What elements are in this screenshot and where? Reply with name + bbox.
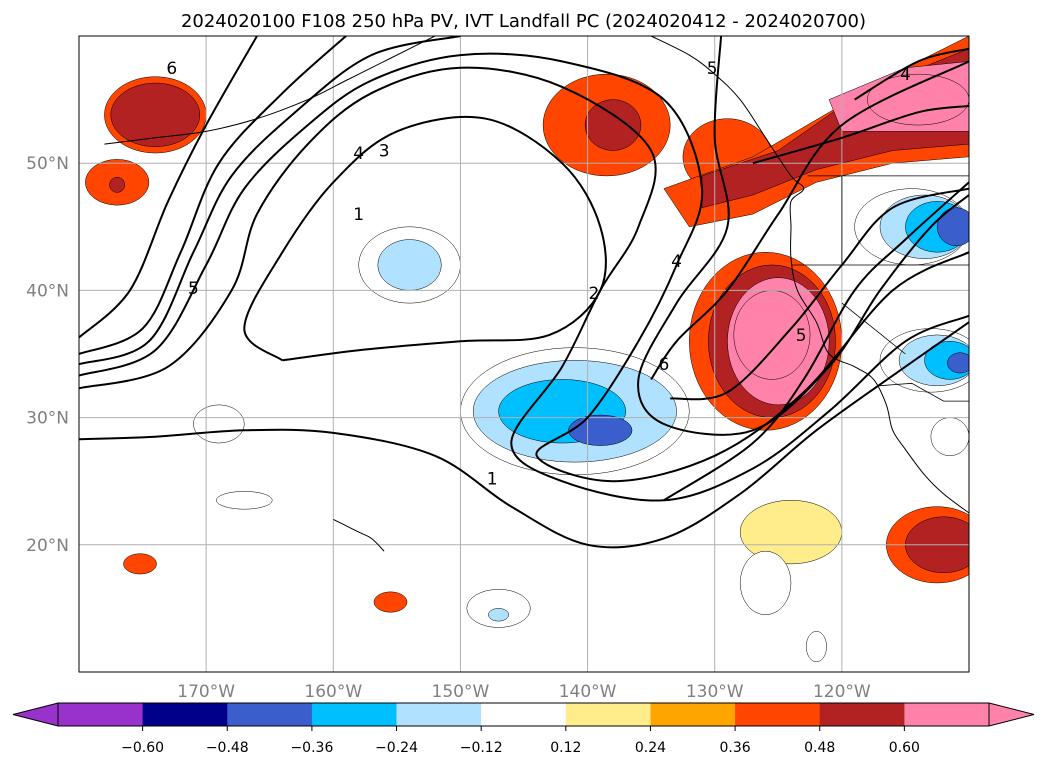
contour-label: 4	[353, 144, 364, 164]
pc-fill-region	[568, 414, 633, 446]
pv-contour-line	[637, 36, 969, 436]
colorbar-tick-label: 0.24	[635, 740, 666, 756]
colorbar-swatch	[650, 703, 736, 726]
pc-fill-region	[488, 608, 509, 622]
pv-contour-line	[752, 105, 969, 165]
pc-fill-region	[584, 99, 642, 151]
lat-tick-label: 30°N	[26, 409, 69, 429]
pv-contours	[79, 36, 969, 549]
colorbar-tick-label: 0.12	[550, 740, 581, 756]
lon-tick-label: 130°W	[686, 682, 744, 702]
contour-label: 1	[353, 205, 364, 225]
contour-label: 6	[658, 355, 669, 375]
pv-contour-line	[243, 115, 607, 362]
pc-fill-region	[110, 82, 201, 147]
pc-fill-region	[373, 591, 408, 613]
contour-label: 4	[671, 252, 682, 272]
state-line-3	[841, 302, 906, 355]
pv-contour-line	[854, 47, 969, 101]
pc-fill-region	[739, 550, 792, 616]
pv-contour-line	[79, 36, 258, 339]
map-frame	[78, 35, 970, 673]
colorbar-swatch	[58, 703, 144, 726]
pv-contour-line	[650, 60, 969, 380]
lat-tick-label: 20°N	[26, 536, 69, 556]
colorbar-tick-label: 0.48	[804, 740, 835, 756]
axis-tick-labels: 170°W 160°W 150°W 140°W 130°W 120°W 20°N 30°N 40…	[26, 154, 871, 702]
pv-contour-line	[79, 36, 347, 355]
north-america-coast	[650, 36, 969, 514]
pv-contour-line	[79, 66, 969, 502]
contour-label: 5	[796, 326, 807, 346]
pv-contour-line	[663, 181, 969, 502]
colorbar: −0.60 −0.48 −0.36 −0.24 −0.12 0.12 0.24 0.36 0.4…	[12, 702, 1035, 756]
lat-tick-label: 40°N	[26, 281, 69, 301]
contour-label: 6	[166, 59, 177, 79]
colorbar-swatch	[735, 703, 821, 726]
colorbar-swatch	[311, 703, 398, 726]
hawaii	[333, 518, 385, 552]
pc-fill-region	[109, 176, 126, 193]
pv-contour-line	[79, 36, 461, 366]
colorbar-swatch	[481, 703, 567, 726]
lon-tick-label: 160°W	[304, 682, 362, 702]
colorbar-swatch	[396, 703, 482, 726]
lon-tick-label: 120°W	[813, 682, 871, 702]
pc-fill-region	[123, 553, 157, 575]
pv-contour-line	[670, 187, 969, 401]
colorbar-tick-label: −0.12	[460, 740, 503, 756]
chart-title: 2024020100 F108 250 hPa PV, IVT Landfall…	[181, 11, 866, 32]
pc-fill-region	[930, 417, 969, 457]
contour-label: 2	[589, 284, 600, 304]
contour-label: 1	[487, 470, 498, 490]
contour-label: 5	[188, 279, 199, 299]
lon-tick-label: 150°W	[432, 682, 490, 702]
pc-fill-region	[216, 491, 273, 510]
pc-fill-region	[377, 239, 442, 291]
aleutian-islands	[104, 36, 436, 145]
pc-fill-region	[936, 207, 969, 247]
colorbar-swatch	[227, 703, 313, 726]
contour-label: 4	[900, 65, 911, 85]
colorbar-tick-label: 0.60	[889, 740, 920, 756]
colorbar-swatch	[904, 703, 990, 726]
colorbar-swatch	[142, 703, 228, 726]
colorbar-tick-label: −0.48	[206, 740, 249, 756]
colorbar-swatch	[565, 703, 651, 726]
colorbar-frame	[57, 702, 990, 727]
pc-fill-region	[947, 352, 969, 374]
lat-tick-label: 50°N	[26, 154, 69, 174]
us-mexico-border	[878, 382, 969, 402]
pc-fill-region	[867, 73, 969, 126]
lon-tick-label: 140°W	[559, 682, 617, 702]
filled-contours	[85, 36, 969, 663]
lon-tick-label: 170°W	[177, 682, 235, 702]
colorbar-tick-label: −0.24	[375, 740, 418, 756]
coastlines	[104, 36, 969, 552]
colorbar-swatch	[819, 703, 905, 726]
colorbar-tick-label: −0.60	[121, 740, 164, 756]
pc-fill-region	[806, 631, 827, 663]
contour-label: 3	[379, 141, 390, 161]
pv-contour-line	[79, 321, 969, 549]
colorbar-tick-label: −0.36	[290, 740, 333, 756]
pv-contour-line	[79, 52, 969, 483]
contour-label: 5	[707, 59, 718, 79]
pc-fill-region	[193, 404, 245, 444]
colorbar-tick-label: 0.36	[720, 740, 751, 756]
